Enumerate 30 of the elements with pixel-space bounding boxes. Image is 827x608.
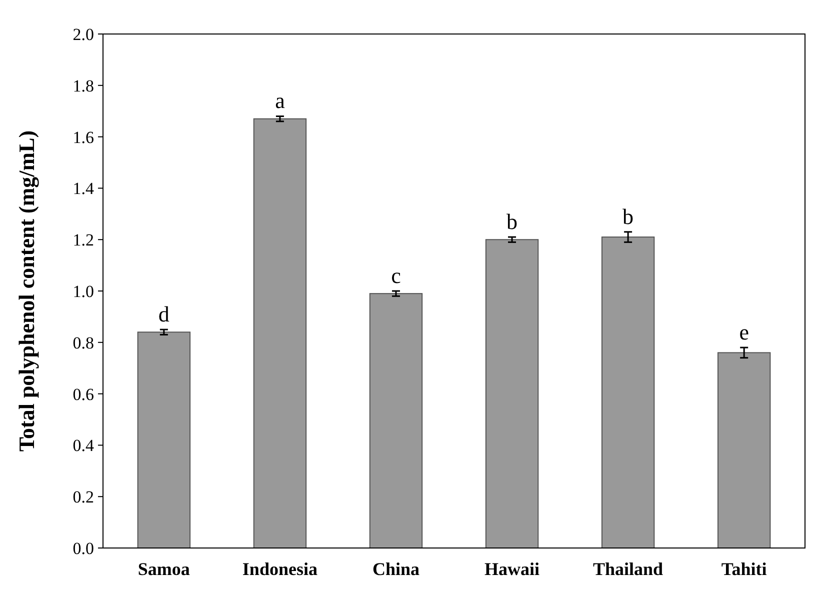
x-tick-label: Samoa [138, 559, 190, 579]
y-tick-label: 0.2 [72, 488, 94, 507]
annotation: d [158, 302, 170, 327]
y-tick-label: 0.6 [72, 384, 94, 404]
annotation: c [391, 263, 402, 288]
x-tick-label: Tahiti [721, 559, 767, 579]
bar [137, 332, 191, 548]
y-tick-label: 0.8 [72, 333, 94, 352]
y-tick-label: 0.4 [72, 436, 94, 456]
x-tick-label: Indonesia [242, 559, 318, 579]
x-tick-label: Thailand [593, 559, 664, 579]
bar [717, 352, 771, 548]
bar [485, 239, 539, 548]
y-tick-label: 0.0 [72, 538, 94, 558]
y-tick-label: 2.0 [72, 24, 94, 44]
y-tick-label: 1.6 [72, 128, 94, 147]
x-tick-label: Hawaii [484, 559, 540, 579]
y-tick-label: 1.4 [72, 179, 94, 198]
annotation: b [622, 204, 634, 229]
bar [253, 118, 307, 548]
x-tick-label: China [372, 559, 420, 579]
y-tick-label: 1.8 [72, 76, 94, 96]
annotation: e [739, 320, 749, 345]
y-tick-label: 1.2 [72, 230, 94, 250]
bar [369, 293, 423, 548]
annotation: a [275, 88, 286, 114]
annotation: b [506, 209, 518, 234]
y-tick-label: 1.0 [72, 282, 94, 301]
bar [601, 236, 655, 548]
y-axis-title: Total polyphenol content (mg/mL) [14, 130, 39, 452]
